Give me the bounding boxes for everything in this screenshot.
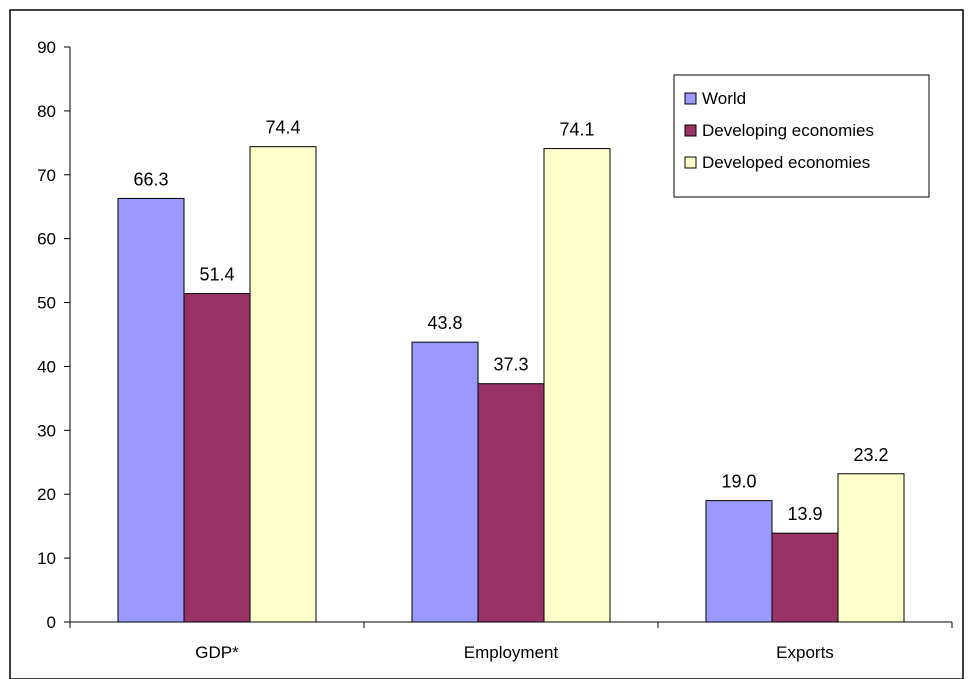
x-category-label: Exports	[776, 643, 834, 662]
data-label: 43.8	[427, 313, 462, 333]
bar-developing-economies-2	[771, 532, 839, 623]
data-label: 13.9	[787, 504, 822, 524]
data-label: 37.3	[493, 355, 528, 375]
data-label: 74.1	[559, 120, 594, 140]
y-tick-label: 0	[47, 613, 56, 632]
y-tick-label: 80	[37, 102, 56, 121]
bar-developed-economies-1	[543, 148, 611, 623]
legend-swatch	[684, 124, 697, 137]
y-tick-label: 20	[37, 485, 56, 504]
y-tick-label: 10	[37, 549, 56, 568]
bar-developing-economies-0	[183, 293, 251, 623]
legend-label: World	[702, 89, 746, 108]
y-tick-label: 30	[37, 421, 56, 440]
y-tick-label: 50	[37, 294, 56, 313]
legend-box	[673, 74, 930, 198]
data-label: 74.4	[265, 118, 300, 138]
data-label: 66.3	[133, 169, 168, 189]
bar-world-0	[117, 197, 185, 623]
legend-label: Developed economies	[702, 153, 870, 172]
bar-developing-economies-1	[477, 383, 545, 623]
bar-developed-economies-2	[837, 473, 905, 623]
bar-world-2	[705, 500, 773, 623]
data-label: 51.4	[199, 265, 234, 285]
legend-swatch	[684, 92, 697, 105]
bar-developed-economies-0	[249, 146, 317, 623]
legend: World Developing economies Developed econo…	[673, 74, 930, 198]
data-label: 19.0	[721, 472, 756, 492]
y-tick-label: 70	[37, 166, 56, 185]
x-category-label: GDP*	[195, 643, 239, 662]
y-tick-label: 40	[37, 357, 56, 376]
y-tick-label: 60	[37, 230, 56, 249]
data-label: 23.2	[853, 445, 888, 465]
bar-world-1	[411, 341, 479, 623]
legend-label: Developing economies	[702, 121, 874, 140]
y-tick-label: 90	[37, 38, 56, 57]
legend-swatch	[684, 156, 697, 169]
x-category-label: Employment	[464, 643, 559, 662]
